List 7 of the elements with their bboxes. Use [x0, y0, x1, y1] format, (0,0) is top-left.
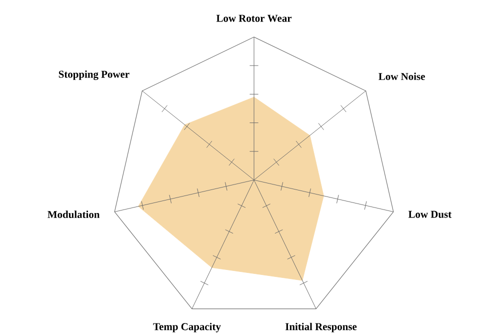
spoke-label: Initial Response [285, 322, 357, 332]
spoke-label: Modulation [48, 210, 100, 218]
spoke-label: Low Noise [378, 72, 425, 80]
spoke-label: Temp Capacity [153, 322, 221, 332]
spoke-label: Low Dust [408, 210, 452, 218]
spoke-label: Stopping Power [58, 70, 130, 80]
spoke-label: Low Rotor Wear [216, 14, 292, 22]
